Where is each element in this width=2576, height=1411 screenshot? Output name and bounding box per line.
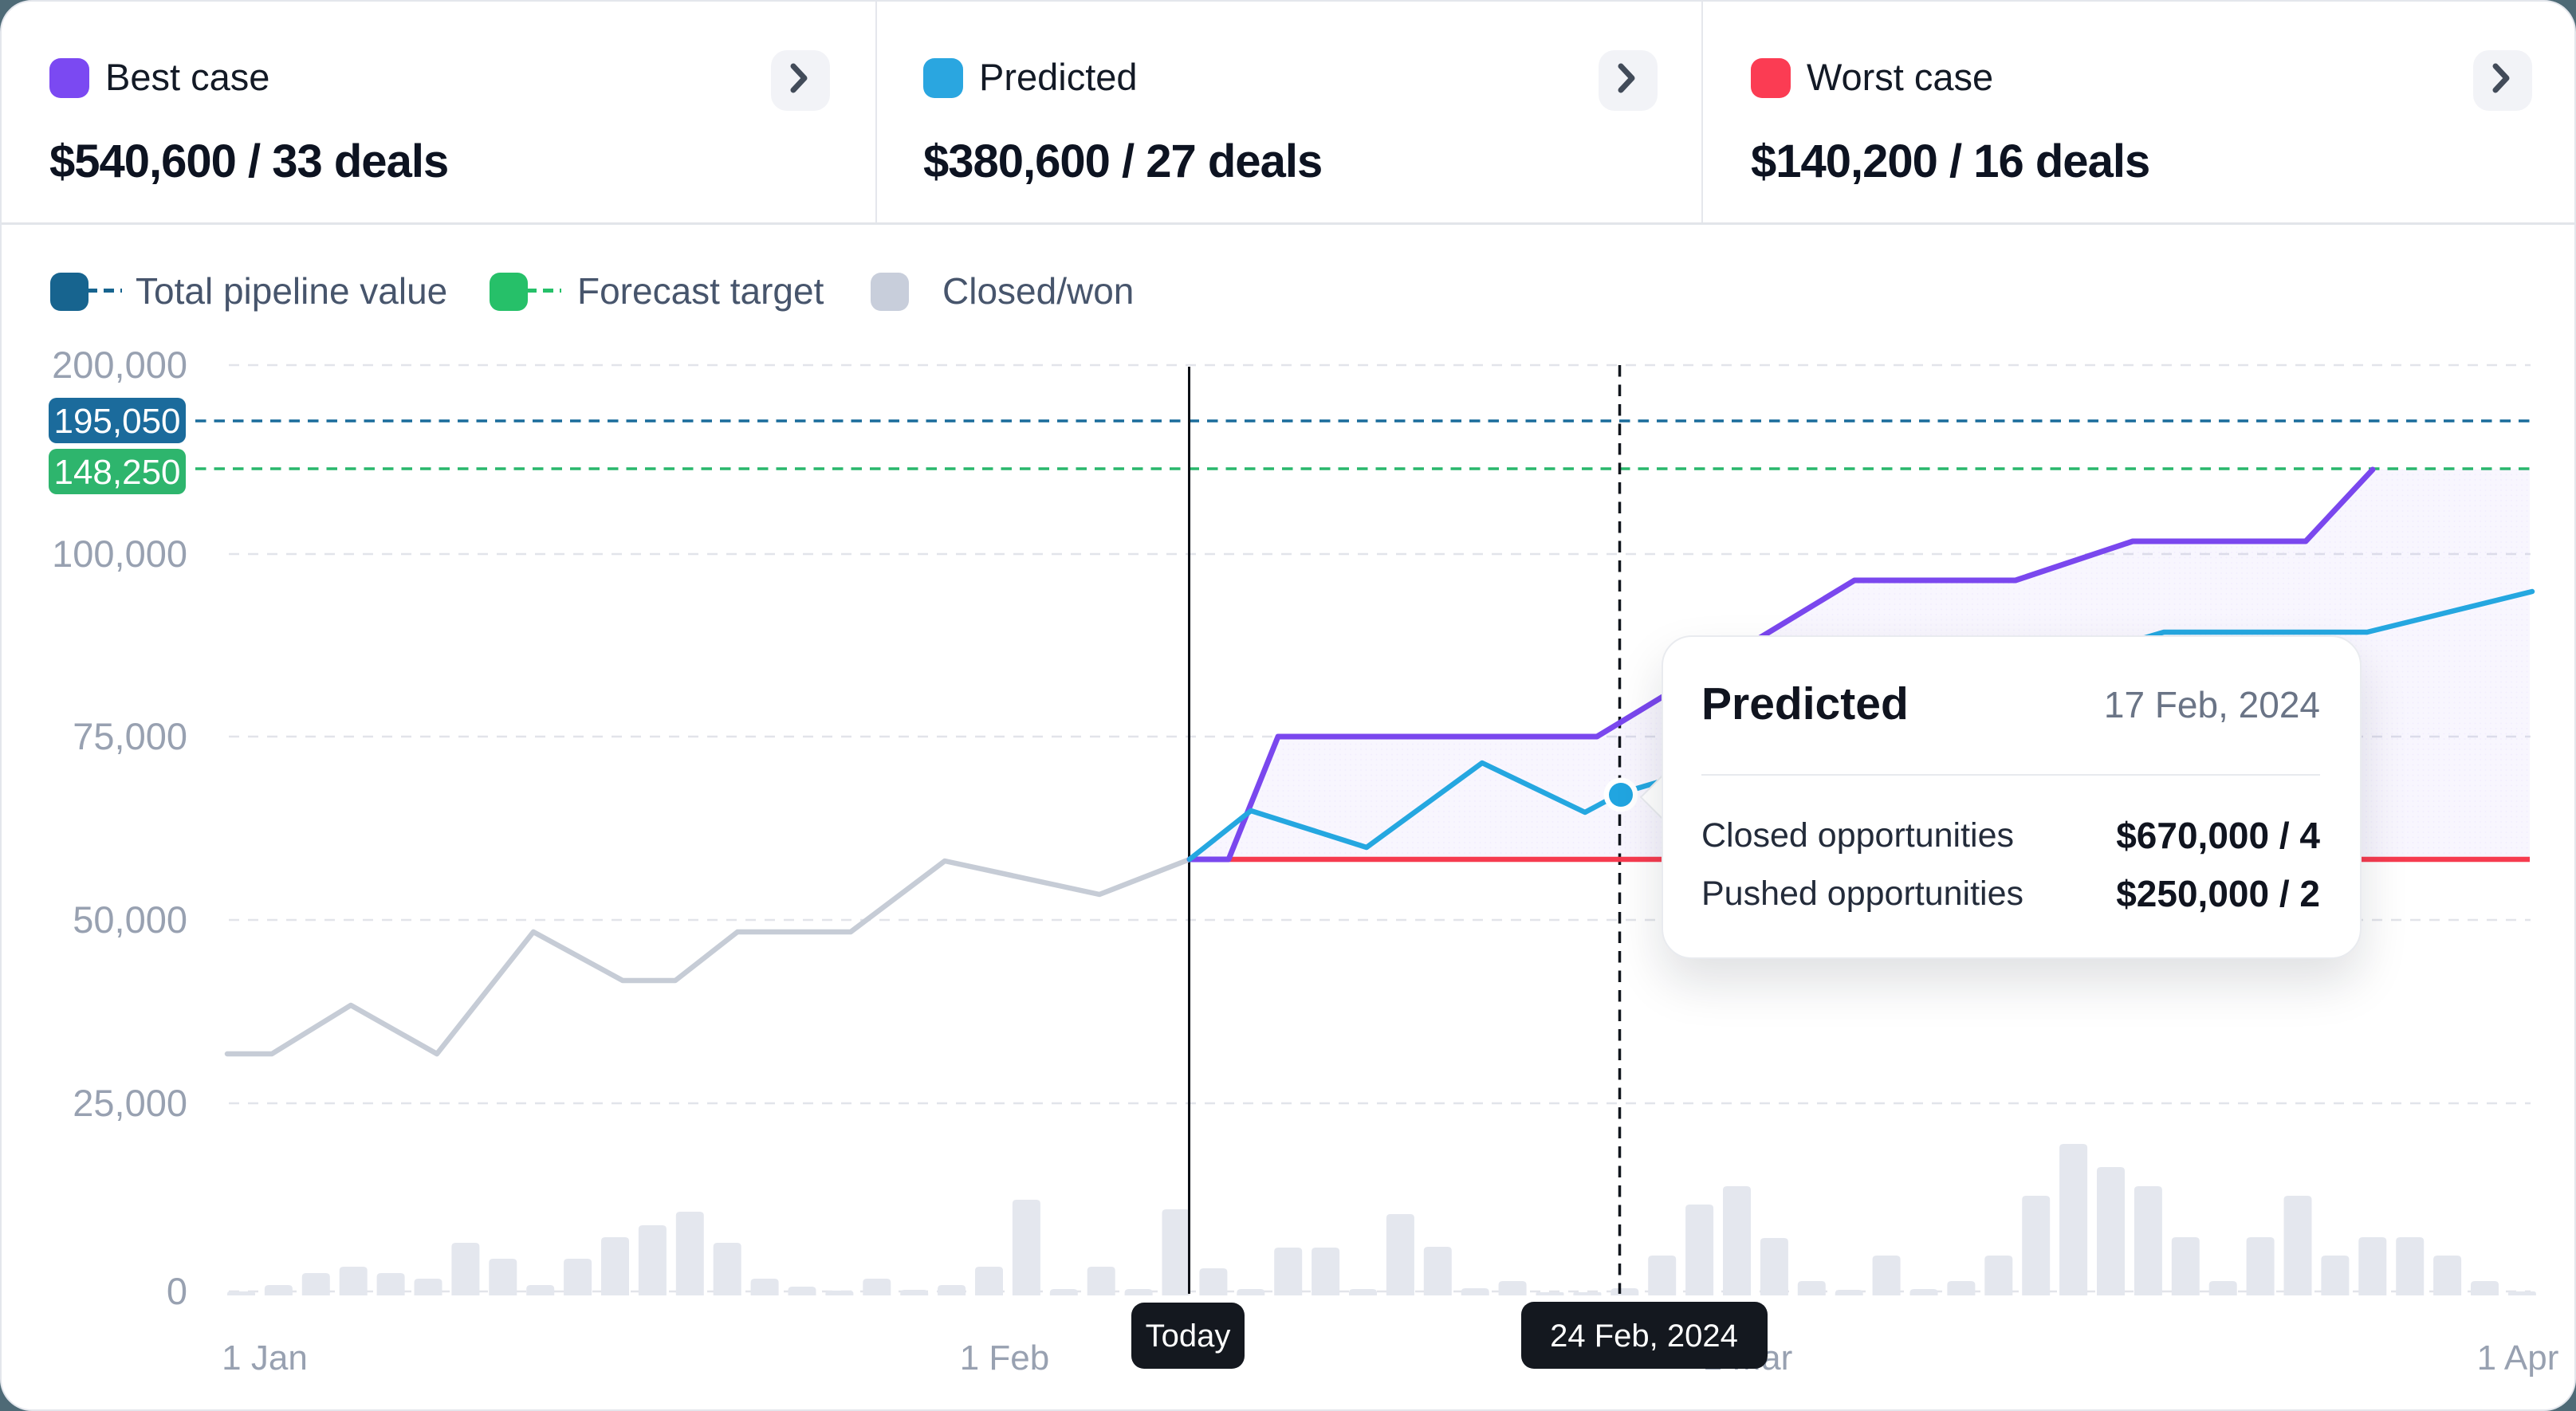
svg-text:1 Jan: 1 Jan (222, 1338, 308, 1378)
svg-text:200,000: 200,000 (52, 344, 187, 386)
svg-text:100,000: 100,000 (52, 533, 187, 575)
svg-text:195,050: 195,050 (53, 402, 180, 441)
svg-text:148,250: 148,250 (53, 453, 180, 492)
svg-text:75,000: 75,000 (73, 715, 187, 757)
svg-text:1 Apr: 1 Apr (2477, 1338, 2559, 1378)
svg-text:24 Feb, 2024: 24 Feb, 2024 (1550, 1319, 1738, 1354)
svg-text:1 Feb: 1 Feb (960, 1338, 1050, 1378)
svg-text:0: 0 (167, 1270, 187, 1312)
svg-text:25,000: 25,000 (73, 1082, 187, 1124)
svg-text:Today: Today (1146, 1319, 1231, 1354)
svg-text:50,000: 50,000 (73, 898, 187, 941)
